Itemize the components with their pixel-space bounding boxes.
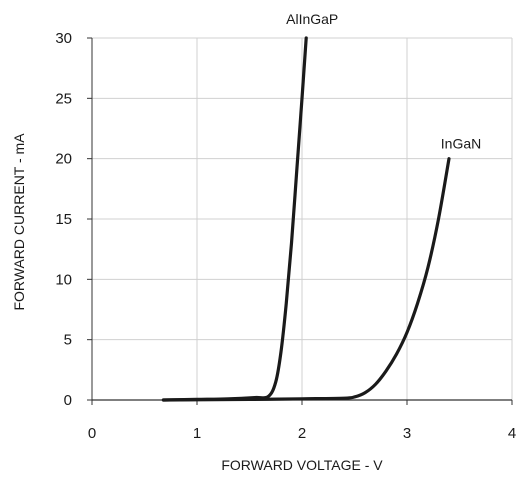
y-tick-label: 0 <box>64 392 72 409</box>
labels: 0 1 2 3 4 0 5 10 15 20 25 30 AlInGaP InGaN <box>55 11 516 442</box>
y-axis-title: FORWARD CURRENT - mA <box>11 133 27 311</box>
y-tick-label: 30 <box>55 30 72 47</box>
series-lines <box>161 36 451 402</box>
y-tick-label: 10 <box>55 271 72 288</box>
x-tick-label: 0 <box>88 425 96 442</box>
x-tick-label: 1 <box>193 425 201 442</box>
series-label-ingan: InGaN <box>441 136 481 152</box>
x-axis-title: FORWARD VOLTAGE - V <box>221 457 383 473</box>
x-tick-label: 3 <box>403 425 411 442</box>
y-tick-label: 15 <box>55 211 72 228</box>
y-tick-label: 25 <box>55 90 72 107</box>
x-tick-label: 2 <box>298 425 306 442</box>
series-label-alingap: AlInGaP <box>286 11 338 27</box>
x-tick-label: 4 <box>508 425 516 442</box>
axes <box>87 37 513 405</box>
y-tick-label: 20 <box>55 151 72 168</box>
series-line-ingan <box>161 157 451 402</box>
y-tick-label: 5 <box>64 332 72 349</box>
